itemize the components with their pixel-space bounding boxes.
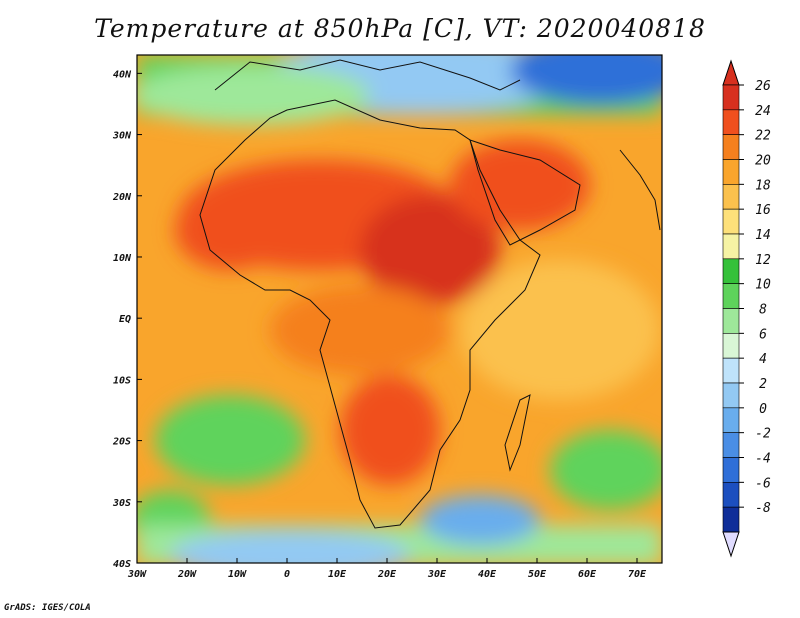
colorbar-label: 8 xyxy=(759,303,767,318)
colorbar-label: 0 xyxy=(759,402,767,417)
lat-tick-label: 20N xyxy=(112,192,132,203)
lon-tick-label: 10W xyxy=(228,569,247,580)
colorbar-swatch xyxy=(722,407,740,433)
colorbar-swatch xyxy=(722,233,740,260)
lat-tick-label: 30N xyxy=(112,131,132,142)
axis-ticks: 30W 20W 10W 0 10E 20E 30E 40E 50E 60E 70E 40N 30N 20N… xyxy=(112,69,647,580)
colorbar-swatch xyxy=(722,432,740,458)
lon-tick-label: 20E xyxy=(377,569,397,580)
colorbar-swatch xyxy=(722,84,740,111)
colorbar-label: -6 xyxy=(755,476,771,491)
grads-credit: GrADS: IGES/COLA xyxy=(4,603,91,613)
lat-tick-label: 30S xyxy=(112,498,131,509)
lon-tick-label: 30E xyxy=(427,569,447,580)
lat-tick-label: 10N xyxy=(113,253,132,264)
lon-tick-label: 20W xyxy=(177,569,197,580)
colorbar-underflow-triangle xyxy=(722,531,740,558)
colorbar-overflow-triangle xyxy=(722,59,740,86)
colorbar-swatch xyxy=(722,208,740,235)
colorbar-label: -8 xyxy=(755,501,771,516)
colorbar-swatch xyxy=(722,506,740,533)
lon-tick-label: 10E xyxy=(328,569,347,580)
lon-tick-label: 40E xyxy=(478,569,497,580)
europe-coastline xyxy=(214,59,521,91)
colorbar-swatch xyxy=(722,159,740,185)
colorbar-label: -4 xyxy=(755,452,771,467)
lon-tick-label: 60E xyxy=(578,569,597,580)
colorbar-swatch xyxy=(722,134,740,160)
colorbar-swatch xyxy=(722,283,740,309)
coastline-outlines xyxy=(199,59,661,529)
lon-tick-label: 30W xyxy=(127,569,147,580)
colorbar-label: 24 xyxy=(755,104,771,119)
colorbar-label: 18 xyxy=(755,178,771,193)
colorbar-swatch xyxy=(722,357,740,384)
india-coastline xyxy=(619,149,661,231)
lat-tick-label: 40S xyxy=(113,559,131,570)
colorbar-swatch xyxy=(722,258,740,284)
colorbar-swatch xyxy=(722,482,740,508)
colorbar-label: 14 xyxy=(755,228,771,243)
chart-title: Temperature at 850hPa [C], VT: 202004081… xyxy=(94,14,706,43)
colorbar-label: 16 xyxy=(755,203,771,218)
lon-tick-label: 50E xyxy=(528,569,547,580)
lat-tick-label: 20S xyxy=(112,437,131,448)
colorbar-swatch xyxy=(722,184,740,210)
map-frame xyxy=(136,54,663,564)
lon-tick-label: 70E xyxy=(628,569,647,580)
colorbar-label: 26 xyxy=(755,79,771,94)
temperature-field xyxy=(137,55,662,563)
lat-tick-label: 10S xyxy=(113,375,131,386)
colorbar-swatch xyxy=(722,109,740,135)
colorbar-label: 4 xyxy=(759,352,767,367)
colorbar-swatch xyxy=(722,333,740,359)
colorbar-label: 22 xyxy=(755,129,771,144)
madagascar-coastline xyxy=(504,394,531,472)
lat-tick-label: EQ xyxy=(119,314,131,325)
colorbar-label: 2 xyxy=(759,377,767,392)
colorbar-swatch xyxy=(722,382,740,409)
colorbar-label: 12 xyxy=(755,253,771,268)
arabia-coastline xyxy=(469,139,581,246)
colorbar-label: -2 xyxy=(755,427,771,442)
lat-tick-label: 40N xyxy=(113,69,132,80)
colorbar-label: 20 xyxy=(755,154,771,169)
colorbar-swatch xyxy=(722,308,740,334)
colorbar-label: 6 xyxy=(759,327,767,342)
colorbar-label: 10 xyxy=(755,278,771,293)
africa-coastline xyxy=(199,99,541,529)
colorbar-swatch xyxy=(722,457,740,483)
lon-tick-label: 0 xyxy=(284,569,290,580)
